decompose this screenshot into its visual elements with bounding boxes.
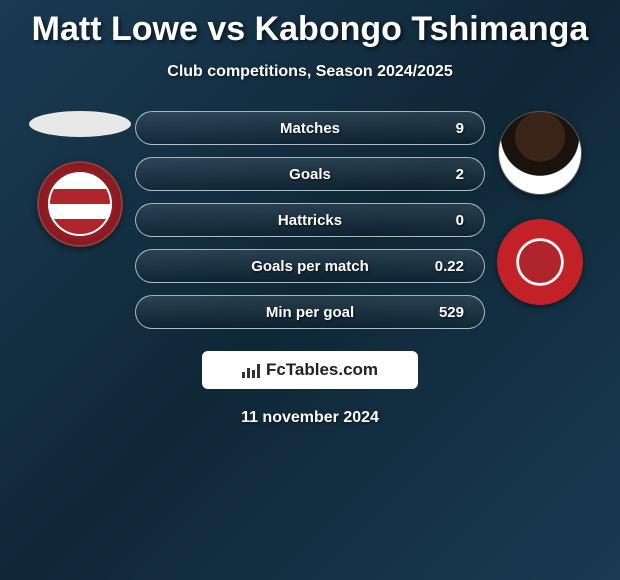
right-column: [485, 111, 595, 305]
stats-list: Matches 9 Goals 2 Hattricks 0 Goals per …: [135, 111, 485, 329]
stat-row-goals: Goals 2: [135, 157, 485, 191]
stat-label: Hattricks: [278, 212, 342, 229]
player-right-avatar: [498, 111, 582, 195]
stat-label: Matches: [280, 120, 340, 137]
player-right-club-badge: [497, 219, 583, 305]
stat-label: Goals: [289, 166, 331, 183]
badge-inner-icon: [517, 239, 563, 285]
left-column: [25, 111, 135, 247]
stat-label: Min per goal: [266, 304, 354, 321]
stat-row-hattricks: Hattricks 0: [135, 203, 485, 237]
date-label: 11 november 2024: [0, 409, 620, 427]
stat-row-min-per-goal: Min per goal 529: [135, 295, 485, 329]
player-left-club-badge: [37, 161, 123, 247]
bar-chart-icon: [242, 362, 262, 378]
player-left-avatar: [29, 111, 131, 137]
stat-right-value: 2: [456, 166, 464, 183]
stat-right-value: 0.22: [435, 258, 464, 275]
brand-text: FcTables.com: [266, 360, 378, 380]
subtitle: Club competitions, Season 2024/2025: [0, 63, 620, 81]
stat-row-matches: Matches 9: [135, 111, 485, 145]
brand-logo: FcTables.com: [202, 351, 418, 389]
stat-row-goals-per-match: Goals per match 0.22: [135, 249, 485, 283]
stat-right-value: 529: [439, 304, 464, 321]
stat-right-value: 9: [456, 120, 464, 137]
stat-right-value: 0: [456, 212, 464, 229]
comparison-panel: Matches 9 Goals 2 Hattricks 0 Goals per …: [0, 111, 620, 329]
page-title: Matt Lowe vs Kabongo Tshimanga: [0, 0, 620, 49]
stat-label: Goals per match: [251, 258, 369, 275]
